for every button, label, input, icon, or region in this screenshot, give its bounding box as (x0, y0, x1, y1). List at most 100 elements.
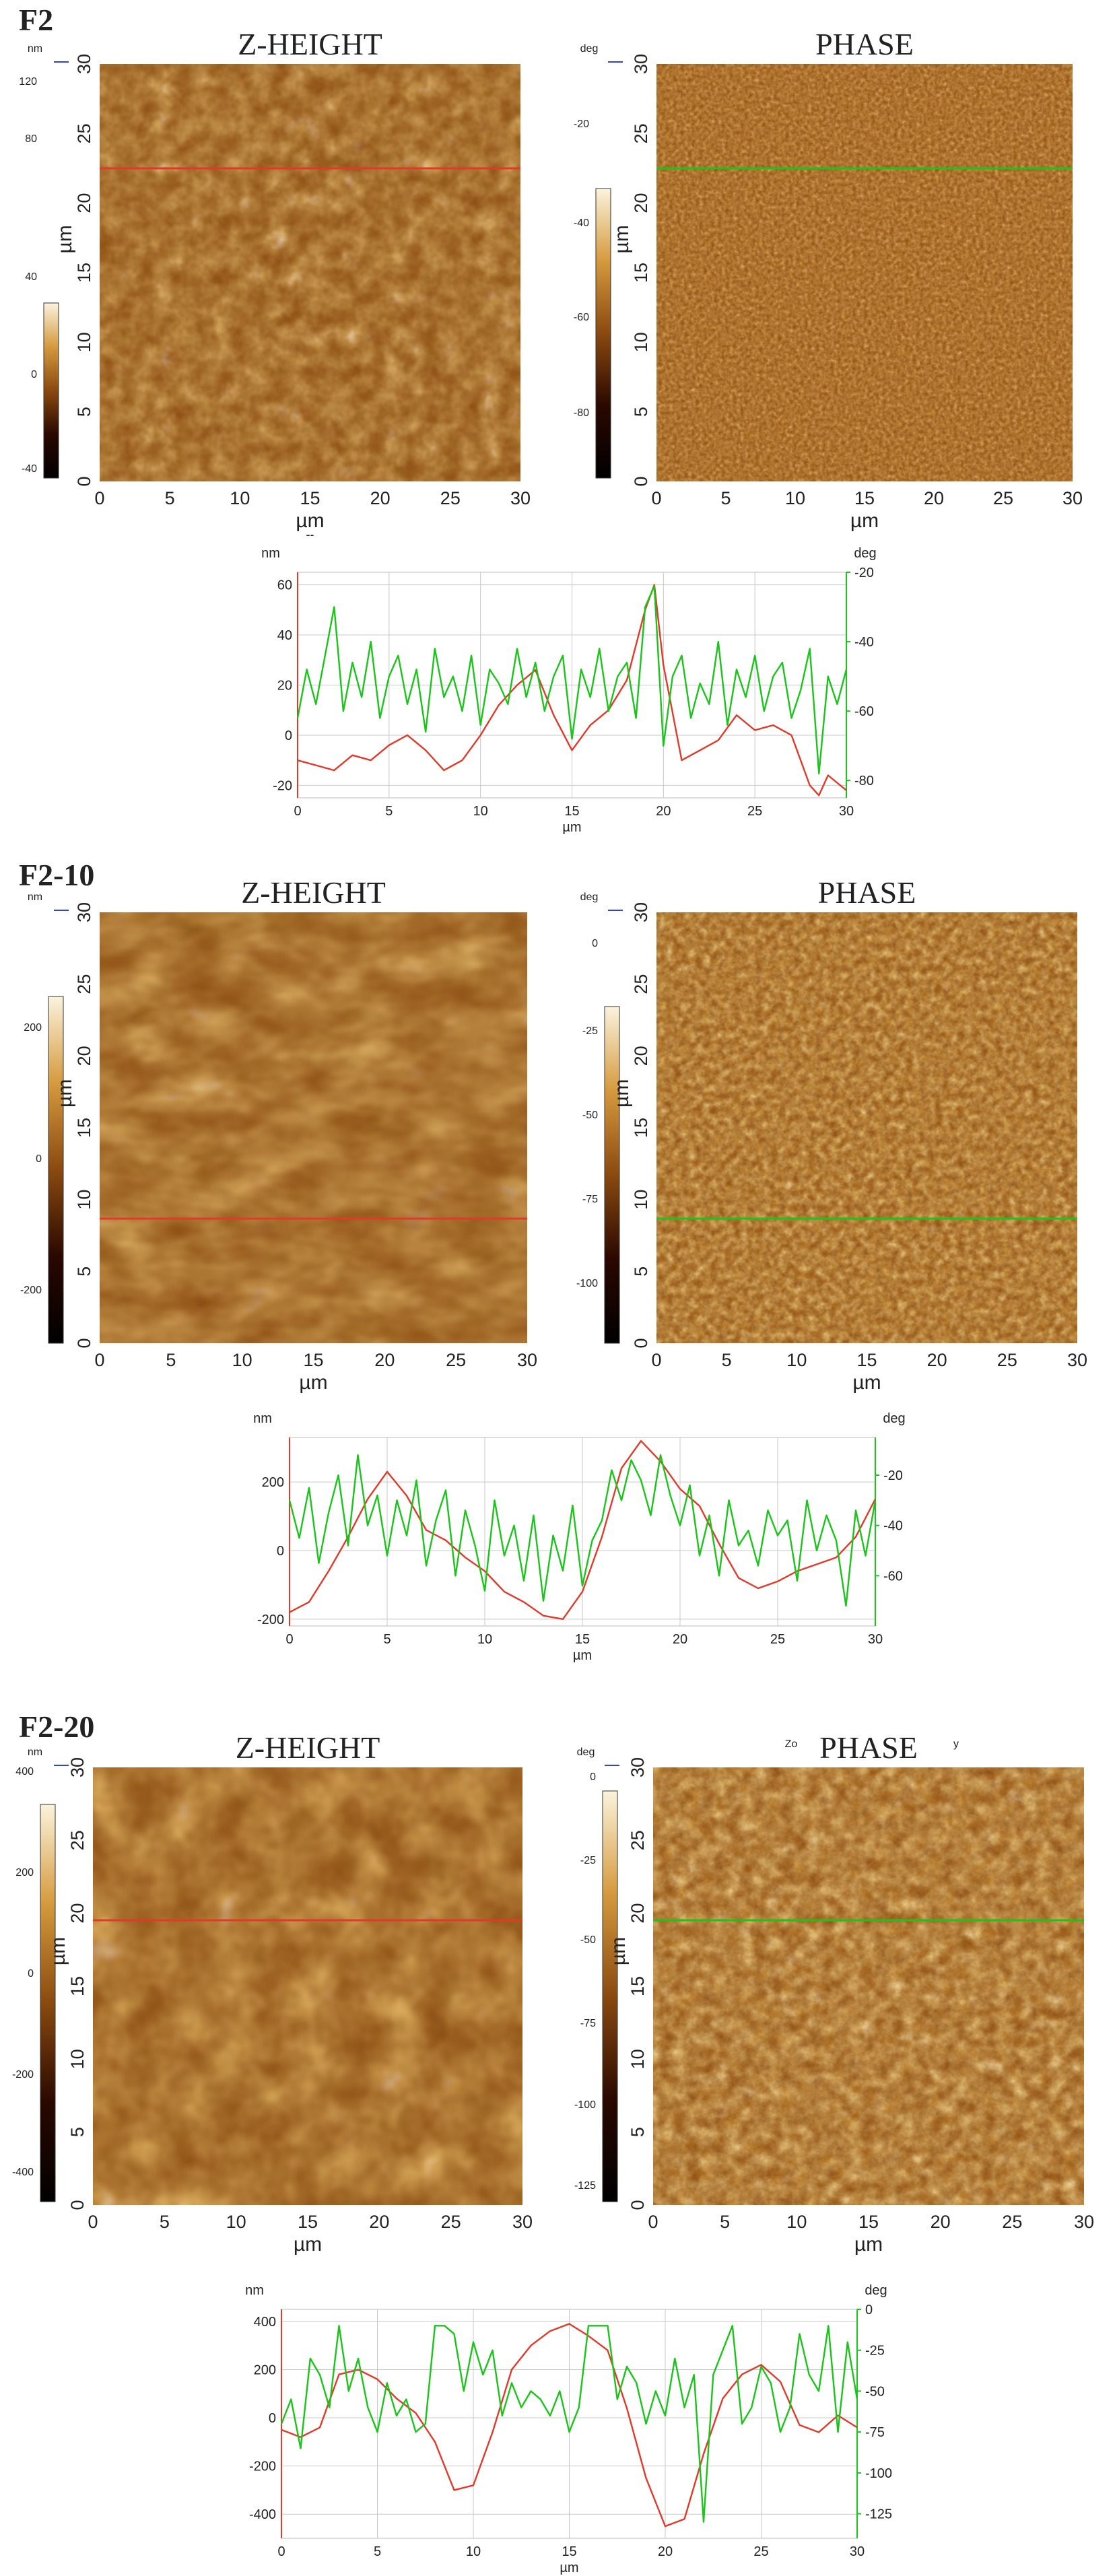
x-tick-label: 5 (374, 2544, 381, 2559)
zheight-title: Z-HEIGHT (236, 1730, 380, 1765)
y-tick-label: 0 (631, 476, 651, 486)
x-tick-label: 10 (226, 2212, 246, 2232)
y-tick-label: 30 (628, 1757, 648, 1777)
x-tick-label: 30 (1074, 2212, 1094, 2232)
y-tick-label: 20 (631, 193, 651, 213)
y-tick-label: 0 (631, 1338, 651, 1348)
color-scale-tick: -200 (20, 1285, 42, 1296)
x-tick-label: 15 (856, 1350, 877, 1370)
x-tick-label: 5 (722, 1350, 732, 1370)
color-scale-tick: -60 (574, 312, 589, 323)
color-scale-tick: -25 (582, 1025, 598, 1037)
y-right-tick-label: -40 (854, 635, 874, 650)
x-tick-label: 5 (165, 488, 175, 508)
color-scale-tick: 0 (31, 369, 37, 380)
phase-profile-line (296, 585, 848, 775)
y-left-tick-label: -200 (249, 2460, 276, 2474)
x-tick-label: 30 (868, 1632, 883, 1647)
x-tick-label: 5 (383, 1632, 391, 1647)
y-tick-label: 30 (74, 54, 94, 74)
y-left-tick-label: 200 (254, 2363, 276, 2377)
y-right-tick-label: -100 (865, 2466, 892, 2481)
x-tick-label: 10 (785, 488, 805, 508)
x-axis-label: µm (852, 1371, 881, 1394)
height-profile-line (281, 2323, 858, 2528)
y-left-tick-label: 20 (277, 679, 292, 693)
x-tick-label: 0 (651, 1350, 661, 1370)
x-axis-label: µm (299, 1371, 327, 1394)
y-tick-label: 15 (74, 1118, 94, 1138)
y-axis-label: µm (54, 1079, 76, 1108)
y-tick-label: 5 (74, 407, 94, 417)
x-tick-label: 25 (997, 1350, 1017, 1370)
x-tick-label: 25 (1002, 2212, 1022, 2232)
y-right-tick-label: -40 (883, 1519, 903, 1534)
y-tick-label: 25 (74, 974, 94, 994)
x-tick-label: 15 (298, 2212, 318, 2232)
color-scale-bar (602, 1790, 618, 2202)
color-scale-bar (40, 1804, 56, 2202)
phase-title: PHASE (818, 875, 916, 910)
color-scale-bar (595, 188, 611, 479)
y-axis-label: µm (47, 1937, 69, 1965)
y-tick-label: 5 (628, 2127, 648, 2137)
y-left-tick-label: 0 (285, 728, 292, 743)
y-left-tick-label: -400 (249, 2507, 276, 2522)
y-tick-label: 20 (74, 193, 94, 213)
color-scale-bar (604, 1006, 620, 1344)
x-tick-label: 10 (232, 1350, 252, 1370)
zheight-image (100, 64, 520, 481)
phase-image (656, 64, 1073, 481)
color-scale-tick: 0 (36, 1153, 42, 1165)
x-tick-label: 20 (658, 2544, 673, 2559)
y-left-tick-label: 40 (277, 628, 292, 643)
x-tick-label: 30 (510, 488, 531, 508)
y-left-axis-label: nm (261, 546, 280, 561)
x-tick-label: 30 (839, 804, 854, 819)
x-tick-label: 10 (230, 488, 250, 508)
x-tick-label: 10 (473, 804, 488, 819)
y-right-tick-label: -60 (883, 1569, 903, 1584)
y-tick-label: 30 (631, 902, 651, 922)
phase-title: PHASE (819, 1730, 918, 1765)
color-scale-tick: 400 (15, 1766, 34, 1777)
zheight-title: Z-HEIGHT (241, 875, 386, 910)
stray-mark: -- (306, 528, 314, 541)
height-profile-line (297, 584, 847, 796)
x-tick-label: 0 (294, 804, 301, 819)
x-tick-label: 20 (924, 488, 944, 508)
color-scale-tick: -400 (12, 2167, 34, 2178)
y-left-tick-label: 0 (269, 2411, 276, 2426)
x-tick-label: 30 (1067, 1350, 1087, 1370)
x-tick-label: 15 (854, 488, 875, 508)
y-tick-label: 15 (67, 1976, 88, 1996)
y-left-tick-label: -200 (257, 1613, 284, 1627)
color-scale-unit: nm (28, 1747, 42, 1758)
x-tick-label: 10 (466, 2544, 481, 2559)
x-tick-label: 20 (369, 2212, 389, 2232)
y-tick-label: 10 (628, 2049, 648, 2069)
x-tick-label: 10 (477, 1632, 492, 1647)
y-tick-label: 0 (74, 476, 94, 486)
color-scale-tick: 80 (25, 133, 37, 145)
afm-image-layer (40, 64, 1084, 2205)
y-right-tick-label: -60 (854, 704, 874, 719)
y-tick-label: 15 (631, 263, 651, 283)
x-tick-label: 5 (720, 2212, 730, 2232)
height-profile-line (289, 1439, 877, 1620)
x-tick-label: 25 (993, 488, 1013, 508)
y-left-axis-label: nm (245, 2283, 264, 2298)
y-tick-label: 10 (74, 1190, 94, 1210)
x-tick-label: 15 (300, 488, 320, 508)
phase-image-texture (656, 912, 1077, 1343)
y-tick-label: 5 (67, 2127, 88, 2137)
y-left-tick-label: 0 (277, 1544, 284, 1559)
text-layer: F2 Z-HEIGHT 0 5 10 15 20 25 30 µm 0 5 10 15 20 25 30 µm nm… (12, 3, 1094, 2256)
y-tick-label: 30 (74, 902, 94, 922)
color-scale-tick: 0 (28, 1968, 34, 1979)
zheight-image-texture (100, 912, 527, 1343)
y-axis-label: µm (611, 1079, 633, 1108)
y-tick-label: 25 (631, 974, 651, 994)
color-scale-bar (48, 996, 64, 1344)
